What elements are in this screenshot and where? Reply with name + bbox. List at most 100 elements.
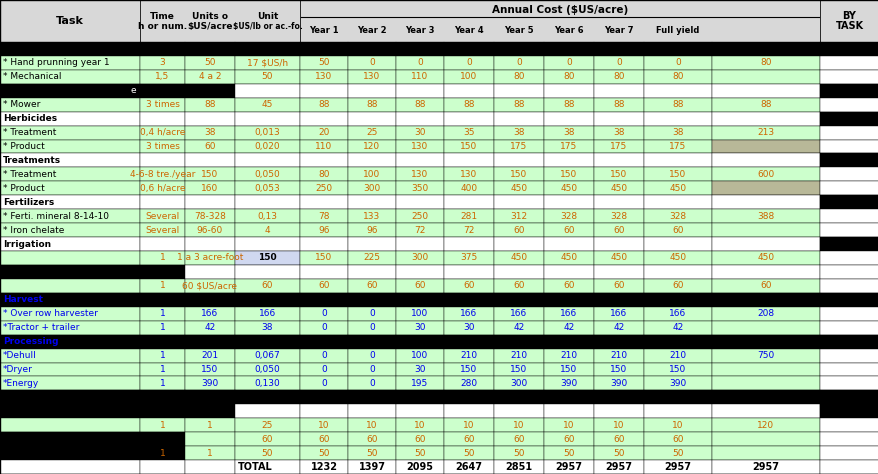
Bar [443,376,493,391]
Bar [140,251,184,265]
Text: 96: 96 [318,226,329,235]
Bar [443,321,493,335]
Text: 250: 250 [411,212,428,221]
Text: 0,067: 0,067 [255,351,280,360]
Bar [299,404,348,418]
Bar [543,251,594,265]
Text: 210: 210 [560,351,577,360]
Text: 166: 166 [201,309,219,318]
Bar [819,154,878,167]
Bar [543,209,594,223]
Text: 100: 100 [411,351,428,360]
Text: 150: 150 [510,365,527,374]
Text: Year 7: Year 7 [603,26,633,35]
Bar [0,418,140,432]
Bar [644,223,711,237]
Text: 30: 30 [414,323,425,332]
Text: 60: 60 [563,226,574,235]
Text: 60: 60 [672,435,683,444]
Bar [443,418,493,432]
Bar [543,182,594,195]
Bar [644,126,711,139]
Text: $US/acre: $US/acre [187,21,233,30]
Text: 300: 300 [510,379,527,388]
Bar [140,391,184,404]
Bar [396,126,443,139]
Bar [644,237,711,251]
Text: 38: 38 [204,128,215,137]
Text: 1: 1 [160,323,165,332]
Text: * Treatment: * Treatment [3,128,56,137]
Bar [644,167,711,182]
Bar [140,404,184,418]
Text: 42: 42 [563,323,574,332]
Bar [493,182,543,195]
Bar [348,42,396,56]
Text: 1397: 1397 [358,462,385,472]
Text: 60: 60 [759,282,771,291]
Bar [493,460,543,474]
Text: Year 1: Year 1 [309,26,338,35]
Bar [443,307,493,321]
Text: 60: 60 [318,282,329,291]
Text: 281: 281 [460,212,477,221]
Bar [0,56,140,70]
Bar [184,56,234,70]
Bar [0,376,140,391]
Text: 10: 10 [613,421,624,430]
Bar [711,404,819,418]
Bar [644,404,711,418]
Bar [140,348,184,363]
Bar [299,139,348,154]
Bar [644,363,711,376]
Bar [234,307,299,321]
Text: *Energy: *Energy [3,379,40,388]
Bar [819,98,878,112]
Bar [819,42,878,56]
Bar [594,446,644,460]
Bar [644,307,711,321]
Bar [711,112,819,126]
Bar [396,195,443,209]
Text: 208: 208 [757,309,774,318]
Text: 60: 60 [262,435,273,444]
Bar [594,391,644,404]
Bar [443,251,493,265]
Bar [234,182,299,195]
Text: 130: 130 [411,170,428,179]
Text: 201: 201 [201,351,219,360]
Bar [299,432,348,446]
Text: 130: 130 [460,170,477,179]
Text: 17 $US/h: 17 $US/h [247,58,288,67]
Bar [493,446,543,460]
Bar [711,432,819,446]
Text: 10: 10 [563,421,574,430]
Bar [348,391,396,404]
Bar [819,237,878,251]
Bar [396,363,443,376]
Bar [299,154,348,167]
Text: 195: 195 [411,379,428,388]
Bar [140,293,184,307]
Bar [0,70,140,84]
Text: Year 3: Year 3 [405,26,435,35]
Bar [234,70,299,84]
Bar [644,348,711,363]
Bar [493,376,543,391]
Text: 0,020: 0,020 [255,142,280,151]
Bar [396,321,443,335]
Bar [594,223,644,237]
Bar [443,223,493,237]
Bar [396,98,443,112]
Text: Herbicides: Herbicides [3,114,57,123]
Bar [493,70,543,84]
Text: 0: 0 [320,309,327,318]
Bar [819,139,878,154]
Text: Several: Several [145,212,179,221]
Bar [493,98,543,112]
Text: Time: Time [150,11,175,20]
Text: 88: 88 [759,100,771,109]
Text: 110: 110 [315,142,332,151]
Bar [711,460,819,474]
Text: 78: 78 [318,212,329,221]
